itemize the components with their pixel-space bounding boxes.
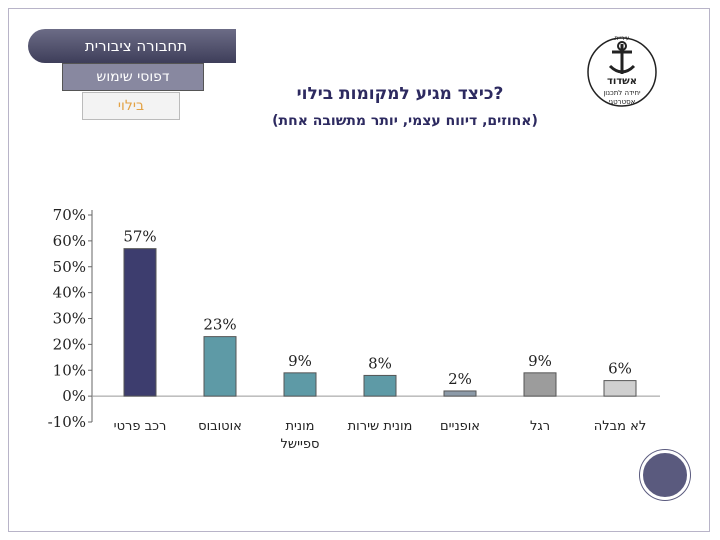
chart-subtitle: (אחוזים, דיווח עצמי, יותר מתשובה אחת) [272,113,538,129]
chart-title: כיצד מגיע למקומות בילוי? [296,84,504,104]
bar [203,336,237,397]
bar [363,374,397,397]
y-tick-label: 50% [53,258,86,276]
bar-data-label: 9% [528,352,552,370]
bar-data-label: 57% [123,228,156,246]
bar-data-label: 23% [203,316,236,334]
category-label: ספיישל [281,437,320,452]
category-label: רגל [530,419,550,434]
category-label: מונית שירות [348,419,413,434]
y-tick-label: 70% [53,206,86,224]
y-tick-label: 40% [53,284,86,302]
bar-data-label: 9% [288,352,312,370]
svg-text:עיריית: עיריית [614,35,629,42]
category-label: מונית [285,419,314,434]
nav-tab-public-transport[interactable]: תחבורה ציבורית [28,29,236,63]
y-tick-label: 60% [53,232,86,250]
y-tick-label: 30% [53,310,86,328]
bar [603,380,637,397]
bar [123,248,157,397]
ashdod-municipality-logo: אשדוד יחידה לתכנון אסטרטגי עיריית [586,32,658,112]
bar [283,372,317,397]
nav-tab-usage-patterns[interactable]: דפוסי שימוש [62,63,204,91]
svg-text:אשדוד: אשדוד [607,76,637,87]
bar-data-label: 2% [448,370,472,388]
y-tick-label: 0% [62,387,86,405]
category-label: לא מבלה [594,419,646,434]
svg-text:אסטרטגי: אסטרטגי [609,98,636,106]
bar-data-label: 8% [368,354,392,372]
category-label: אופניים [440,419,480,434]
decorative-circle [640,450,690,500]
y-tick-label: 20% [53,335,86,353]
nav-tab-leisure[interactable]: בילוי [82,92,180,120]
bar-data-label: 6% [608,360,632,378]
svg-text:יחידה לתכנון: יחידה לתכנון [603,89,641,97]
bar [523,372,557,397]
y-tick-label: -10% [48,413,86,431]
slide-frame [8,8,710,532]
y-tick-label: 10% [53,361,86,379]
bar [443,390,477,397]
category-label: רכב פרטי [114,419,167,434]
category-label: אוטובוס [198,419,242,434]
